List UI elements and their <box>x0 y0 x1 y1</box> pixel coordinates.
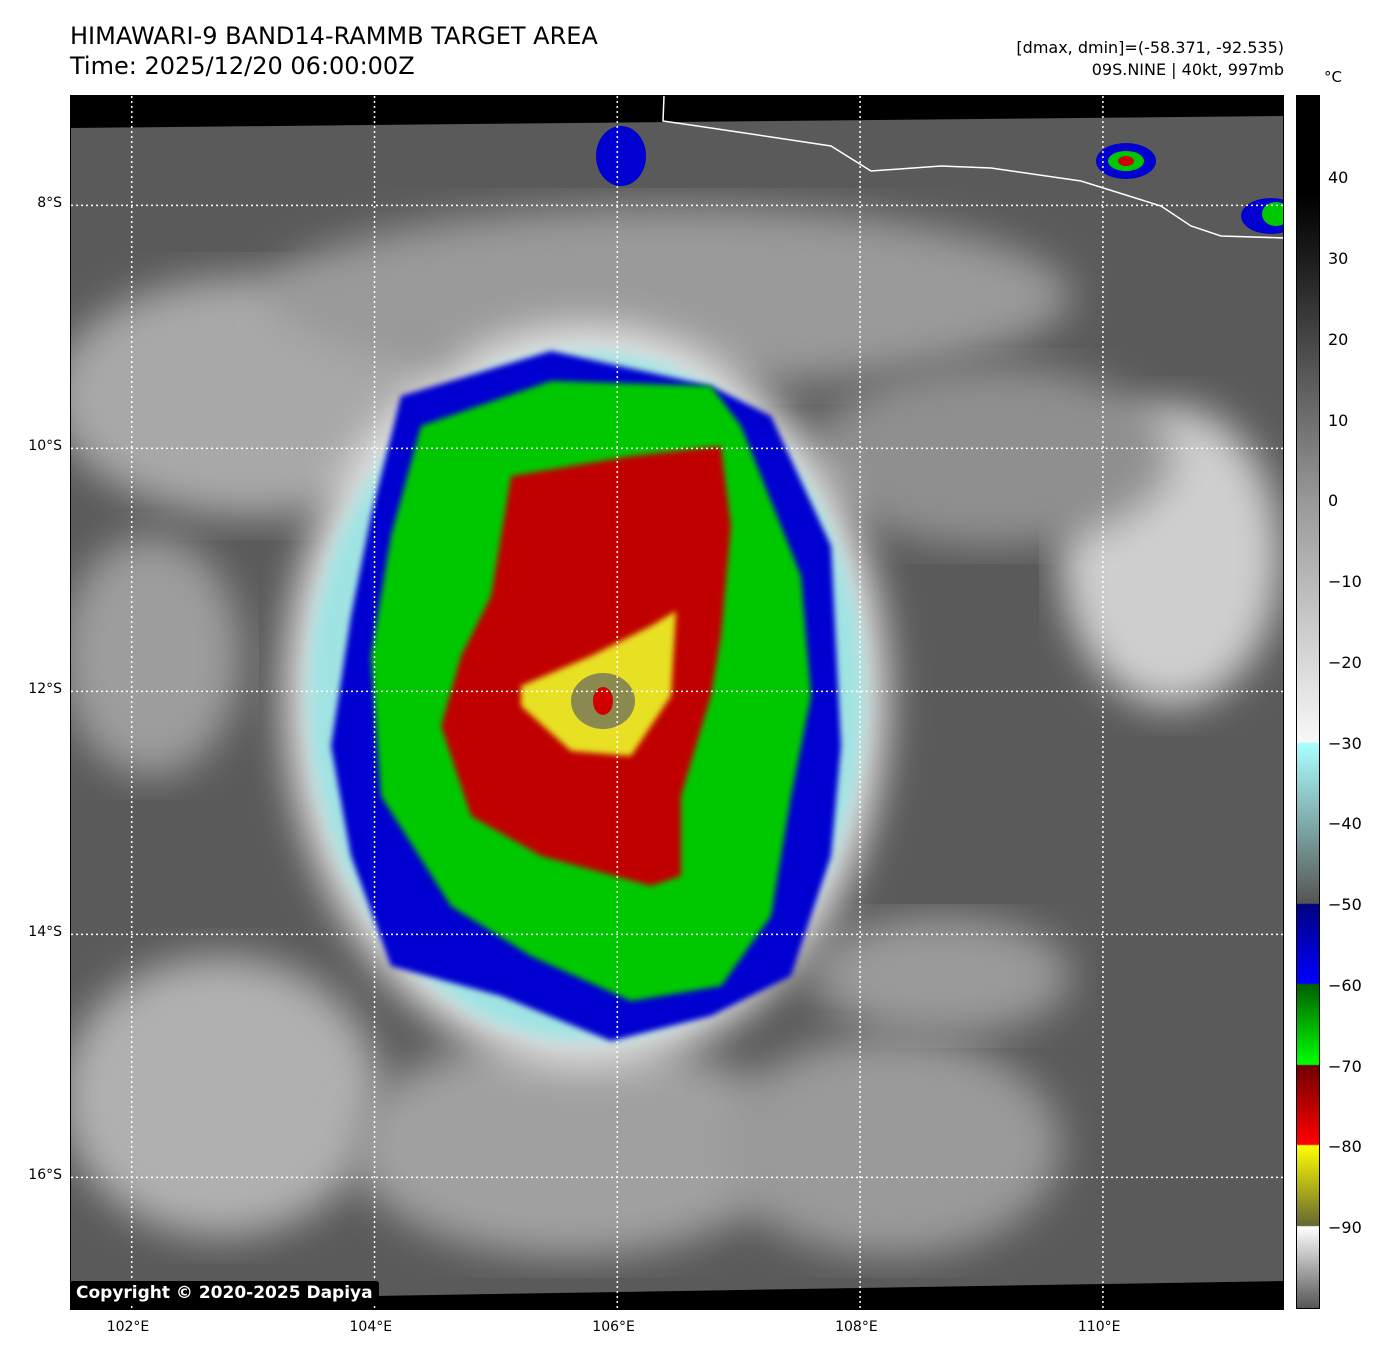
lat-tick-label: 8°S <box>37 195 62 212</box>
lat-tick-label: 14°S <box>28 924 62 941</box>
figure-title: HIMAWARI-9 BAND14-RAMMB TARGET AREA <box>70 22 598 50</box>
colorbar <box>1296 95 1320 1309</box>
colorbar-tick-label: −60 <box>1328 975 1362 995</box>
infrared-imagery <box>71 96 1283 1309</box>
colorbar-tick-label: −30 <box>1328 733 1362 753</box>
lat-tick-label: 12°S <box>28 681 62 698</box>
figure-time: Time: 2025/12/20 06:00:00Z <box>70 52 415 80</box>
colorbar-tick-label: −10 <box>1328 572 1362 592</box>
java-coastline <box>662 96 1283 239</box>
colorbar-tick-label: 40 <box>1328 168 1349 188</box>
colorbar-tick-label: 20 <box>1328 329 1349 349</box>
cloud-field <box>71 206 1281 1256</box>
colorbar-tick-label: 30 <box>1328 248 1349 268</box>
graticule <box>71 96 1283 1309</box>
colorbar-tick-label: 0 <box>1328 491 1339 511</box>
lon-tick-label: 104°E <box>349 1319 393 1335</box>
storm-info: 09S.NINE | 40kt, 997mb <box>1091 60 1284 79</box>
colorbar-tick-label: −90 <box>1328 1218 1362 1238</box>
lon-tick-label: 102°E <box>106 1319 150 1335</box>
colorbar-tick-label: −70 <box>1328 1056 1362 1076</box>
tropical-cyclone <box>286 326 886 1066</box>
colorbar-tick-label: −50 <box>1328 895 1362 915</box>
no-data-top <box>71 96 1283 128</box>
colorbar-tick-label: −20 <box>1328 652 1362 672</box>
lat-tick-label: 16°S <box>28 1167 62 1184</box>
satellite-image <box>70 95 1284 1310</box>
colorbar-tick-label: 10 <box>1328 410 1349 430</box>
colorbar-tick-label: −80 <box>1328 1137 1362 1157</box>
copyright-label: Copyright © 2020-2025 Dapiya <box>70 1281 379 1305</box>
colorbar-tick-label: −40 <box>1328 814 1362 834</box>
lon-tick-label: 108°E <box>835 1319 878 1335</box>
lon-tick-label: 106°E <box>592 1319 635 1335</box>
temperature-range: [dmax, dmin]=(-58.371, -92.535) <box>1016 38 1284 57</box>
lon-tick-label: 110°E <box>1077 1319 1121 1335</box>
lat-tick-label: 10°S <box>28 438 62 455</box>
colorbar-unit: °C <box>1324 68 1342 86</box>
small-convective-cells <box>596 126 1283 234</box>
